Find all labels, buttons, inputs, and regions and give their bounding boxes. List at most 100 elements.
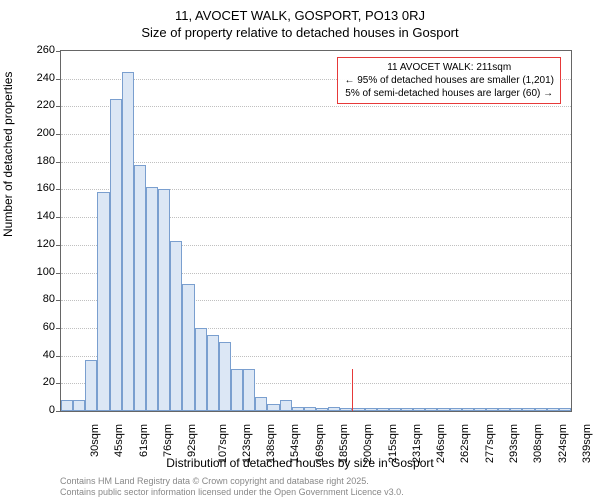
xtick-label: 339sqm [581,424,593,463]
histogram-bar [498,408,510,411]
gridline [61,106,571,107]
histogram-bar [243,369,255,411]
ytick-mark [56,328,61,329]
footer-attribution: Contains HM Land Registry data © Crown c… [60,476,404,498]
ytick-mark [56,300,61,301]
xtick-label: 308sqm [532,424,544,463]
ytick-label: 60 [25,321,55,333]
xtick-label: 262sqm [459,424,471,463]
histogram-bar [207,335,219,411]
footer-line2: Contains public sector information licen… [60,487,404,498]
ytick-mark [56,189,61,190]
xtick-label: 169sqm [314,424,326,463]
ytick-label: 180 [25,155,55,167]
xtick-label: 154sqm [289,424,301,463]
chart-container: 11, AVOCET WALK, GOSPORT, PO13 0RJ Size … [0,0,600,500]
annotation-box: 11 AVOCET WALK: 211sqm← 95% of detached … [337,57,561,104]
xtick-label: 185sqm [338,424,350,463]
xtick-label: 277sqm [484,424,496,463]
histogram-bar [389,408,401,411]
histogram-bar [73,400,85,411]
histogram-bar [267,404,279,411]
histogram-bar [280,400,292,411]
ytick-label: 140 [25,210,55,222]
ytick-label: 40 [25,349,55,361]
histogram-bar [231,369,243,411]
annotation-line: 11 AVOCET WALK: 211sqm [344,61,554,74]
ytick-mark [56,273,61,274]
xtick-label: 45sqm [113,424,125,457]
histogram-bar [304,407,316,411]
histogram-bar [352,408,364,411]
ytick-label: 220 [25,99,55,111]
xtick-label: 231sqm [411,424,423,463]
gridline [61,162,571,163]
annotation-line: ← 95% of detached houses are smaller (1,… [344,74,554,87]
histogram-bar [401,408,413,411]
ytick-mark [56,411,61,412]
histogram-bar [340,408,352,411]
histogram-bar [122,72,134,411]
histogram-bar [522,408,534,411]
histogram-bar [365,408,377,411]
histogram-bar [134,165,146,411]
histogram-bar [146,187,158,411]
histogram-bar [437,408,449,411]
ytick-mark [56,51,61,52]
ytick-label: 100 [25,266,55,278]
xtick-label: 123sqm [241,424,253,463]
histogram-bar [425,408,437,411]
histogram-bar [85,360,97,411]
histogram-bar [292,407,304,411]
histogram-bar [413,408,425,411]
ytick-label: 160 [25,182,55,194]
histogram-bar [474,408,486,411]
plot-area: 11 AVOCET WALK: 211sqm← 95% of detached … [60,50,572,412]
ytick-label: 120 [25,238,55,250]
histogram-bar [195,328,207,411]
xtick-label: 30sqm [89,424,101,457]
ytick-label: 240 [25,72,55,84]
histogram-bar [377,408,389,411]
histogram-bar [110,99,122,411]
ytick-label: 0 [25,404,55,416]
histogram-bar [182,284,194,411]
ytick-mark [56,383,61,384]
y-axis-label: Number of detached properties [1,72,15,237]
histogram-bar [486,408,498,411]
ytick-label: 260 [25,44,55,56]
histogram-bar [547,408,559,411]
histogram-bar [97,192,109,411]
histogram-bar [535,408,547,411]
xtick-label: 61sqm [138,424,150,457]
ytick-label: 80 [25,293,55,305]
xtick-label: 107sqm [217,424,229,463]
xtick-label: 246sqm [435,424,447,463]
footer-line1: Contains HM Land Registry data © Crown c… [60,476,404,487]
title-subtitle: Size of property relative to detached ho… [0,25,600,40]
histogram-bar [510,408,522,411]
ytick-mark [56,106,61,107]
histogram-bar [462,408,474,411]
ytick-mark [56,356,61,357]
annotation-line: 5% of semi-detached houses are larger (6… [344,87,554,100]
ytick-label: 20 [25,376,55,388]
xtick-label: 215sqm [387,424,399,463]
histogram-bar [559,408,571,411]
histogram-bar [328,407,340,411]
xtick-label: 76sqm [162,424,174,457]
histogram-bar [316,408,328,411]
histogram-bar [170,241,182,411]
xtick-label: 138sqm [265,424,277,463]
ytick-label: 200 [25,127,55,139]
histogram-bar [450,408,462,411]
ytick-mark [56,79,61,80]
xtick-label: 324sqm [557,424,569,463]
histogram-bar [61,400,73,411]
ytick-mark [56,162,61,163]
histogram-bar [158,189,170,411]
ytick-mark [56,245,61,246]
xtick-label: 200sqm [362,424,374,463]
xtick-label: 293sqm [508,424,520,463]
histogram-bar [219,342,231,411]
